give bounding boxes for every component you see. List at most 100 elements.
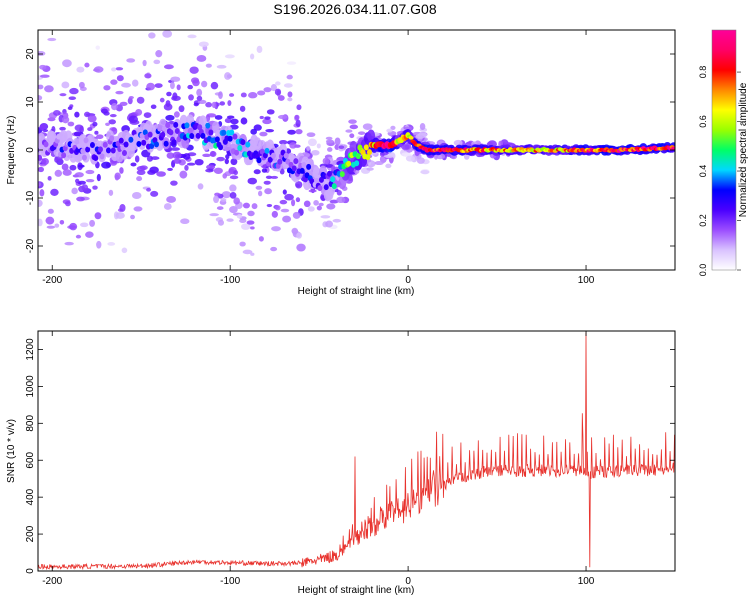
spectrogram-noise-blob xyxy=(217,219,225,226)
spectrogram-noise-blob xyxy=(76,66,85,73)
spectrogram-noise-blob xyxy=(416,157,425,164)
spectrogram-noise-blob xyxy=(75,234,82,239)
spectrogram-noise-blob xyxy=(388,156,394,163)
spectrogram-noise-blob xyxy=(94,130,99,135)
spectrogram-noise-blob xyxy=(249,53,255,60)
spectrogram-noise-blob xyxy=(320,215,331,219)
spectrogram-noise-blob xyxy=(130,214,135,220)
spectrogram-ridge-core xyxy=(97,146,103,153)
spectrogram-ridge-core xyxy=(165,122,171,129)
spectrogram-noise-blob xyxy=(166,196,177,203)
spectrogram-noise-blob xyxy=(74,111,80,118)
spectrogram-noise-blob xyxy=(216,206,224,210)
spectrogram-noise-blob xyxy=(294,114,300,120)
spectrogram-ridge-core xyxy=(301,162,307,169)
spectrogram-noise-blob xyxy=(197,99,207,104)
spectrogram-noise-blob xyxy=(274,205,281,211)
spectrogram-noise-blob xyxy=(94,212,102,220)
spectrogram-ridge-core xyxy=(326,170,332,177)
spectrogram-noise-blob xyxy=(316,205,322,211)
spectrogram-noise-blob xyxy=(230,118,239,125)
spectrogram-noise-blob xyxy=(348,119,357,124)
spectrogram-ridge-core xyxy=(288,161,294,168)
spectrogram-noise-blob xyxy=(136,96,145,104)
spectrogram-noise-blob xyxy=(146,187,152,192)
spectrogram-ridge-core xyxy=(56,133,62,140)
spectrogram-ridge-core xyxy=(102,141,108,148)
spectrogram-noise-blob xyxy=(296,232,302,239)
colorbar-tick-label: 0.0 xyxy=(698,264,708,277)
spectrogram-ridge-core xyxy=(267,156,273,163)
spectrogram-noise-blob xyxy=(209,213,219,217)
spectrogram-noise-blob xyxy=(62,169,72,176)
snr-series-line xyxy=(38,332,675,571)
spectrogram-ridge-core xyxy=(293,158,299,165)
spectrogram-noise-blob xyxy=(54,169,63,177)
spectrogram-noise-blob xyxy=(255,185,263,190)
spectrogram-noise-blob xyxy=(366,167,374,171)
spectrogram-ridge-core xyxy=(118,137,124,144)
spectrogram-noise-blob xyxy=(274,88,282,96)
spectrogram-noise-blob xyxy=(84,62,90,68)
colorbar-gradient xyxy=(712,30,736,270)
spectrogram-noise-blob xyxy=(46,225,56,229)
spectrogram-noise-blob xyxy=(150,190,159,197)
spectrogram-ridge-core xyxy=(149,143,155,150)
spectrogram-noise-blob xyxy=(79,222,89,228)
spectrogram-noise-blob xyxy=(201,80,208,88)
spectrogram-noise-blob xyxy=(213,195,220,204)
spectrogram-noise-blob xyxy=(453,139,463,147)
spectrogram-ridge-core xyxy=(197,124,203,131)
spectrogram-noise-blob xyxy=(282,189,287,195)
spectrogram-noise-blob xyxy=(261,168,268,173)
spectrogram-noise-blob xyxy=(209,150,217,158)
spectrogram-noise-blob xyxy=(202,153,211,158)
spectrogram-noise-blob xyxy=(247,210,255,217)
spectrogram-noise-blob xyxy=(242,249,253,255)
spectrogram-noise-blob xyxy=(247,177,258,185)
spectrogram-noise-blob xyxy=(210,81,219,90)
spectrogram-noise-blob xyxy=(264,116,271,120)
colorbar-tick-label: 0.2 xyxy=(698,214,708,227)
spectrogram-noise-blob xyxy=(95,45,100,50)
spectrogram-ridge-core xyxy=(147,131,153,138)
spectrogram-noise-blob xyxy=(160,20,170,24)
y-tick-label: 200 xyxy=(25,525,36,542)
spectrogram-noise-blob xyxy=(420,170,430,175)
spectrogram-noise-blob xyxy=(85,231,94,238)
spectrogram-noise-blob xyxy=(61,81,70,89)
spectrogram-noise-blob xyxy=(325,163,334,168)
spectrogram-ridge-core xyxy=(366,149,372,156)
spectrogram-noise-blob xyxy=(405,155,416,162)
spectrogram-noise-blob xyxy=(250,128,257,135)
spectrogram-noise-blob xyxy=(295,181,303,189)
spectrogram-noise-blob xyxy=(264,188,272,195)
spectrogram-noise-blob xyxy=(205,63,212,68)
spectrogram-noise-blob xyxy=(105,122,110,126)
spectrogram-noise-blob xyxy=(107,242,116,246)
spectrogram-noise-blob xyxy=(111,67,117,72)
spectrogram-noise-blob xyxy=(265,175,273,180)
spectrogram-noise-blob xyxy=(39,189,45,197)
spectrogram-ridge-core xyxy=(129,145,135,152)
spectrogram-noise-blob xyxy=(292,211,301,219)
spectrogram-noise-blob xyxy=(75,178,80,184)
spectrogram-noise-blob xyxy=(327,147,333,152)
spectrogram-noise-blob xyxy=(130,162,137,167)
spectrogram-noise-blob xyxy=(59,219,65,225)
spectrogram-ridge-core xyxy=(110,147,116,154)
spectrogram-noise-blob xyxy=(263,87,272,93)
spectrogram-noise-blob xyxy=(211,101,217,109)
spectrogram-noise-blob xyxy=(221,191,232,199)
spectrogram-ridge-core xyxy=(218,144,224,151)
spectrogram-noise-blob xyxy=(96,240,102,249)
spectrogram-noise-blob xyxy=(180,218,190,225)
spectrogram-noise-blob xyxy=(52,110,61,116)
spectrogram-noise-blob xyxy=(41,157,49,165)
spectrogram-noise-blob xyxy=(38,182,41,187)
spectrogram-noise-blob xyxy=(85,179,95,183)
spectrogram-noise-blob xyxy=(142,59,147,67)
spectrogram-noise-blob xyxy=(325,136,333,140)
spectrogram-noise-blob xyxy=(163,203,172,210)
spectrogram-noise-blob xyxy=(153,59,161,65)
